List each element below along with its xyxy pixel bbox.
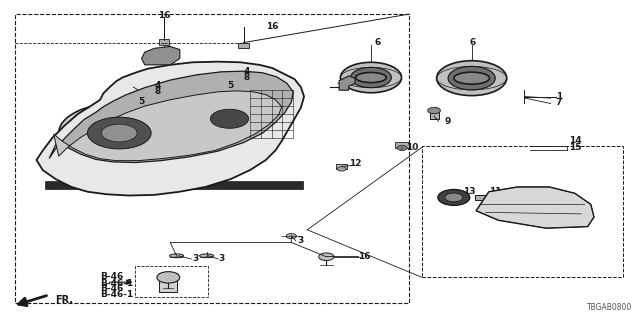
Text: 13: 13 xyxy=(463,187,476,196)
Text: FR.: FR. xyxy=(56,295,74,305)
Text: 9: 9 xyxy=(444,117,451,126)
Text: 8: 8 xyxy=(244,73,250,82)
Circle shape xyxy=(445,193,463,202)
Polygon shape xyxy=(141,46,180,65)
Text: 14: 14 xyxy=(568,136,581,146)
Circle shape xyxy=(448,67,495,90)
Text: 2: 2 xyxy=(339,79,346,88)
Text: 8: 8 xyxy=(154,87,161,96)
Text: TBGAB0800: TBGAB0800 xyxy=(587,303,632,312)
Circle shape xyxy=(428,107,440,114)
Polygon shape xyxy=(339,76,355,90)
Bar xyxy=(475,195,486,200)
Text: 3: 3 xyxy=(218,254,225,263)
Text: 5: 5 xyxy=(138,97,145,106)
Circle shape xyxy=(157,272,180,283)
Text: 6: 6 xyxy=(374,38,380,47)
Circle shape xyxy=(59,103,180,163)
Circle shape xyxy=(211,109,248,128)
Text: 12: 12 xyxy=(349,159,362,168)
Ellipse shape xyxy=(454,72,490,84)
Bar xyxy=(159,39,169,45)
Text: 6: 6 xyxy=(470,38,476,47)
Text: B-46-1: B-46-1 xyxy=(100,290,133,299)
Circle shape xyxy=(397,145,407,150)
Circle shape xyxy=(319,253,334,260)
Circle shape xyxy=(351,68,392,88)
Text: 16: 16 xyxy=(157,11,170,20)
Polygon shape xyxy=(54,91,282,161)
Bar xyxy=(223,85,230,88)
Text: 5: 5 xyxy=(228,81,234,90)
Bar xyxy=(429,110,438,119)
Text: 10: 10 xyxy=(406,143,419,152)
Bar xyxy=(395,142,409,148)
Circle shape xyxy=(438,189,470,205)
Bar xyxy=(125,96,133,99)
Circle shape xyxy=(201,105,258,133)
Text: 3: 3 xyxy=(298,236,304,245)
Bar xyxy=(15,14,409,303)
Bar xyxy=(135,266,209,297)
Ellipse shape xyxy=(356,72,387,83)
Circle shape xyxy=(88,117,151,149)
Ellipse shape xyxy=(170,254,184,258)
Text: B-46: B-46 xyxy=(100,284,124,293)
Ellipse shape xyxy=(200,254,214,258)
Bar xyxy=(133,84,145,92)
Text: 16: 16 xyxy=(266,22,278,31)
Text: 7: 7 xyxy=(556,99,562,108)
Text: 4: 4 xyxy=(154,81,161,90)
Circle shape xyxy=(72,109,167,157)
Text: 1: 1 xyxy=(556,92,562,101)
Bar xyxy=(45,180,303,188)
Circle shape xyxy=(101,124,137,142)
Polygon shape xyxy=(36,62,304,196)
Text: B-46: B-46 xyxy=(100,272,124,281)
Circle shape xyxy=(190,99,269,139)
Circle shape xyxy=(436,61,507,96)
Circle shape xyxy=(286,234,296,239)
Bar xyxy=(230,73,241,81)
Bar xyxy=(336,164,348,169)
Text: 11: 11 xyxy=(489,187,502,196)
Text: B-46-1: B-46-1 xyxy=(100,279,133,288)
Circle shape xyxy=(337,167,346,171)
Text: 3: 3 xyxy=(193,254,199,263)
Text: 4: 4 xyxy=(244,67,250,76)
Text: 16: 16 xyxy=(358,252,371,261)
Bar xyxy=(159,273,177,292)
Text: 15: 15 xyxy=(568,143,581,152)
Polygon shape xyxy=(476,187,594,228)
Bar xyxy=(422,146,623,277)
Circle shape xyxy=(340,62,401,93)
Polygon shape xyxy=(49,71,293,163)
Bar xyxy=(239,43,248,48)
